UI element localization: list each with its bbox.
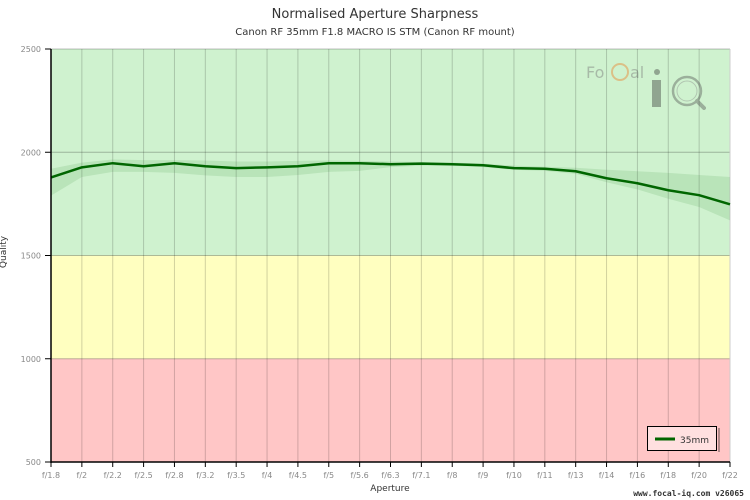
x-tick-label: f/8 — [447, 471, 458, 480]
zone-good — [51, 49, 730, 256]
x-tick-label: f/16 — [630, 471, 646, 480]
svg-text:al: al — [630, 63, 644, 82]
y-tick-label: 1500 — [21, 252, 41, 261]
chart-subtitle: Canon RF 35mm F1.8 MACRO IS STM (Canon R… — [235, 27, 515, 38]
x-tick-label: f/7.1 — [412, 471, 430, 480]
x-tick-label: f/2.8 — [165, 471, 183, 480]
chart-title: Normalised Aperture Sharpness — [271, 7, 479, 22]
focal-iq-logo-icon: Fo al — [586, 63, 706, 110]
x-axis-label: Aperture — [370, 484, 410, 494]
legend: 35mm — [647, 426, 720, 452]
x-tick-label: f/4.5 — [289, 471, 307, 480]
x-tick-label: f/22 — [722, 471, 738, 480]
x-tick-label: f/13 — [568, 471, 584, 480]
x-tick-label: f/2.2 — [104, 471, 122, 480]
zone-poor — [51, 358, 730, 462]
zone-fair — [51, 255, 730, 359]
y-axis-label: Quality — [0, 235, 10, 269]
series-line-35mm — [50, 161, 731, 206]
x-tick-label: f/3.2 — [196, 471, 214, 480]
x-tick-label: f/6.3 — [381, 471, 399, 480]
confidence-band — [51, 159, 730, 221]
y-tick-label: 2500 — [21, 45, 41, 54]
x-tick-label: f/10 — [506, 471, 522, 480]
y-tick-label: 2000 — [21, 148, 41, 157]
site-credit: www.focal-iq.com v26065 — [633, 489, 744, 498]
x-tick-label: f/5 — [323, 471, 334, 480]
y-tick-label: 500 — [26, 458, 41, 467]
x-tick-label: f/2.5 — [134, 471, 152, 480]
x-tick-label: f/1.8 — [42, 471, 60, 480]
x-tick-label: f/18 — [660, 471, 676, 480]
x-tick-label: f/11 — [537, 471, 553, 480]
y-tick-label: 1000 — [21, 355, 41, 364]
x-tick-label: f/2 — [77, 471, 88, 480]
x-tick-label: f/5.6 — [351, 471, 369, 480]
x-tick-label: f/20 — [691, 471, 707, 480]
svg-text:Fo: Fo — [586, 63, 604, 82]
legend-label: 35mm — [680, 436, 709, 446]
x-tick-label: f/4 — [262, 471, 273, 480]
x-tick-label: f/3.5 — [227, 471, 245, 480]
x-tick-label: f/9 — [478, 471, 489, 480]
x-tick-label: f/14 — [599, 471, 615, 480]
